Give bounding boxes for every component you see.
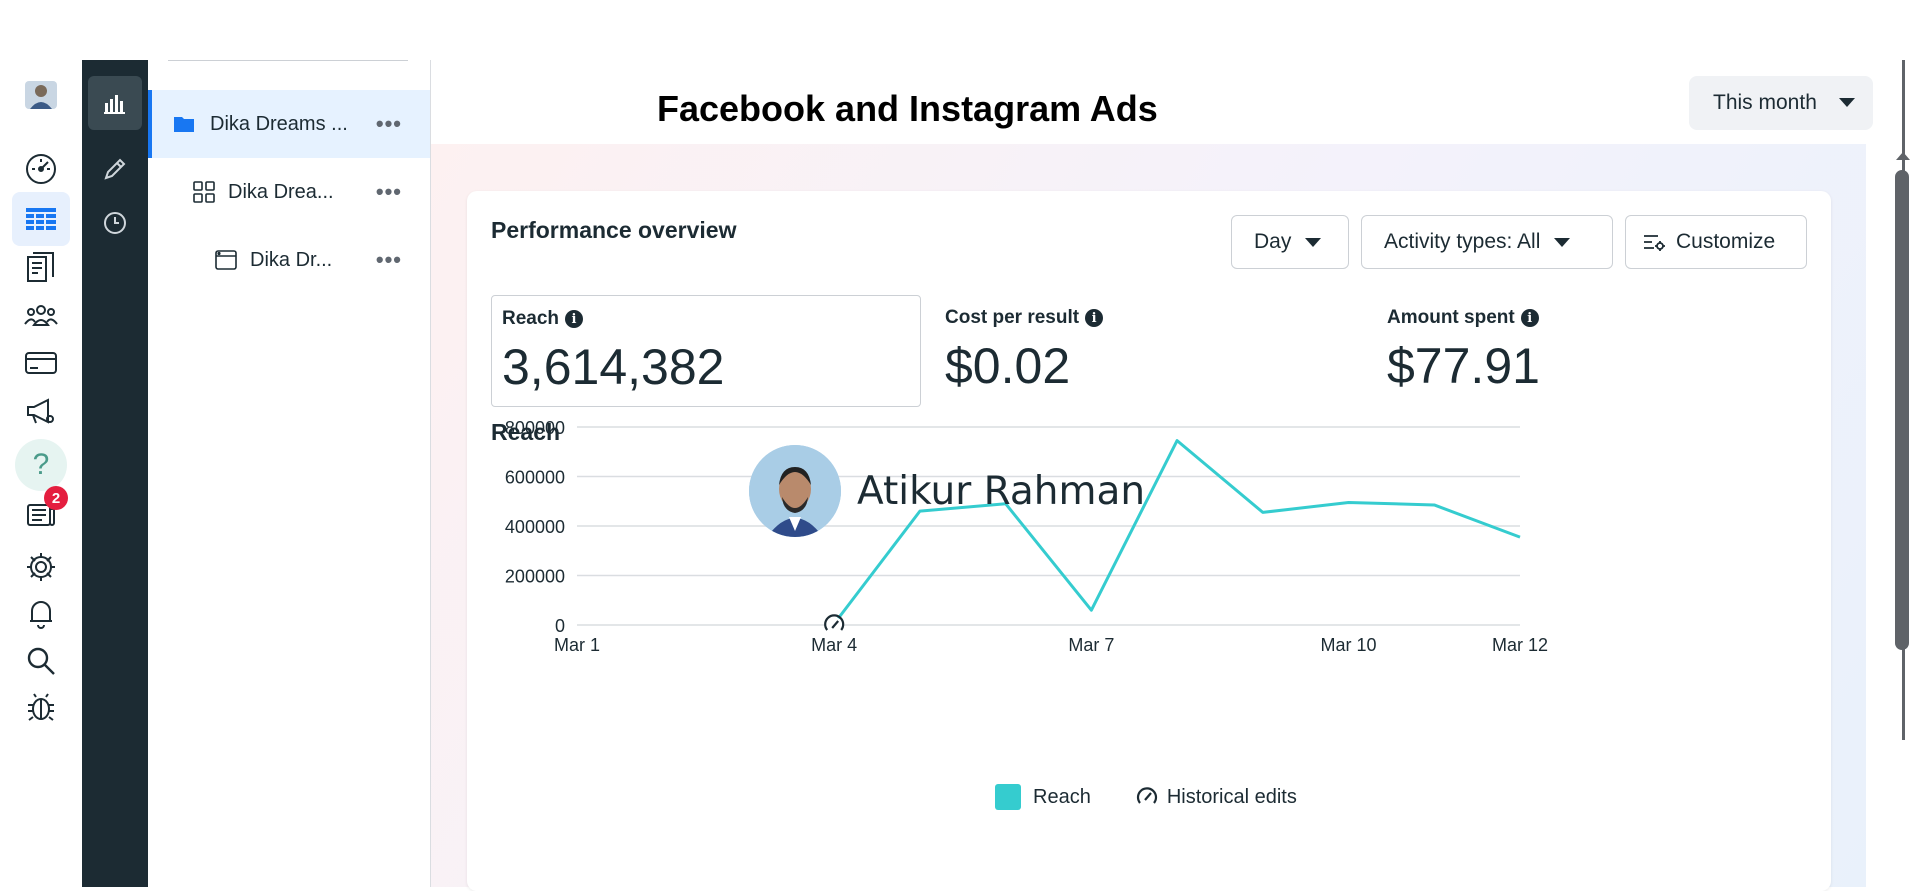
notifications-nav[interactable] [12,586,70,640]
tree-item-campaign[interactable]: Dika Dreams ... ••• [148,90,430,158]
tree-item-ad[interactable]: Dika Dr... ••• [148,226,430,294]
date-range-dropdown[interactable]: This month [1689,76,1873,130]
performance-card: Performance overview Day Activity types:… [467,191,1831,891]
people-icon [23,297,59,333]
history-tool[interactable] [88,196,142,250]
tool-column [82,60,148,887]
caret-down-icon [1839,98,1855,107]
author-avatar [749,445,841,537]
tree-item-ad-set[interactable]: Dika Drea... ••• [148,158,430,226]
ad-icon [214,248,238,272]
legend-historical-edits-label: Historical edits [1167,786,1297,809]
campaigns-nav[interactable] [12,384,70,438]
chart-legend: Reach Historical edits [995,784,1297,810]
edit-tool[interactable] [88,142,142,196]
tree-search-underline [168,60,408,61]
x-tick-label: Mar 12 [1492,635,1548,655]
more-options-icon[interactable]: ••• [376,111,402,137]
megaphone-icon [23,393,59,429]
x-tick-label: Mar 4 [811,635,857,655]
profile-avatar[interactable] [12,68,70,122]
bar-chart-icon [101,89,129,117]
more-options-icon[interactable]: ••• [376,179,402,205]
dashboard-nav[interactable] [12,142,70,196]
campaign-tree: Dika Dreams ... ••• Dika Drea... ••• Dik… [148,60,431,887]
left-nav-rail: ? 2 [0,60,82,887]
top-blank [0,0,1918,60]
reach-legend-swatch [995,784,1021,810]
historical-edits-icon [1135,785,1159,809]
search-icon [23,643,59,679]
report-bug-nav[interactable] [12,680,70,734]
pencil-icon [101,155,129,183]
tree-item-label: Dika Drea... [228,181,334,204]
credit-card-icon [23,345,59,381]
billing-nav[interactable] [12,336,70,390]
pages-nav[interactable] [12,240,70,294]
y-tick-label: 800000 [505,418,565,438]
audiences-nav[interactable] [12,288,70,342]
y-tick-label: 200000 [505,567,565,587]
reach-line-chart: 0 200000 400000 600000 800000 Mar 1 Mar 4 Mar 7… [467,191,1831,781]
gauge-icon [23,151,59,187]
x-tick-label: Mar 7 [1068,635,1114,655]
folder-icon [172,112,196,136]
news-nav[interactable]: 2 [12,486,70,540]
notification-badge: 2 [44,486,68,510]
ads-manager-nav[interactable] [12,192,70,246]
ad-set-icon [192,180,216,204]
charts-tool[interactable] [88,76,142,130]
author-overlay: Atikur Rahman [749,445,1145,537]
clock-icon [101,209,129,237]
more-options-icon[interactable]: ••• [376,247,402,273]
help-icon: ? [15,439,67,491]
main-content: Facebook and Instagram Ads This month Pe… [431,60,1886,887]
bug-icon [23,689,59,725]
page-title: Facebook and Instagram Ads [657,88,1158,130]
gear-icon [23,549,59,585]
y-tick-label: 600000 [505,468,565,488]
profile-picture-icon [23,77,59,113]
scroll-up-arrow-icon[interactable] [1896,152,1910,160]
scrollbar-thumb[interactable] [1895,170,1909,650]
help-nav[interactable]: ? [12,438,70,492]
tree-item-label: Dika Dr... [250,249,332,272]
pages-icon [23,249,59,285]
date-range-label: This month [1713,91,1817,115]
x-tick-label: Mar 1 [554,635,600,655]
y-tick-label: 400000 [505,517,565,537]
table-grid-icon [23,201,59,237]
vertical-scrollbar[interactable] [1886,60,1918,887]
author-name: Atikur Rahman [857,469,1145,514]
tree-item-label: Dika Dreams ... [210,113,348,136]
x-tick-label: Mar 10 [1321,635,1377,655]
y-tick-label: 0 [555,616,565,636]
legend-reach-label: Reach [1033,786,1091,809]
bell-icon [23,595,59,631]
author-photo-icon [749,445,841,537]
